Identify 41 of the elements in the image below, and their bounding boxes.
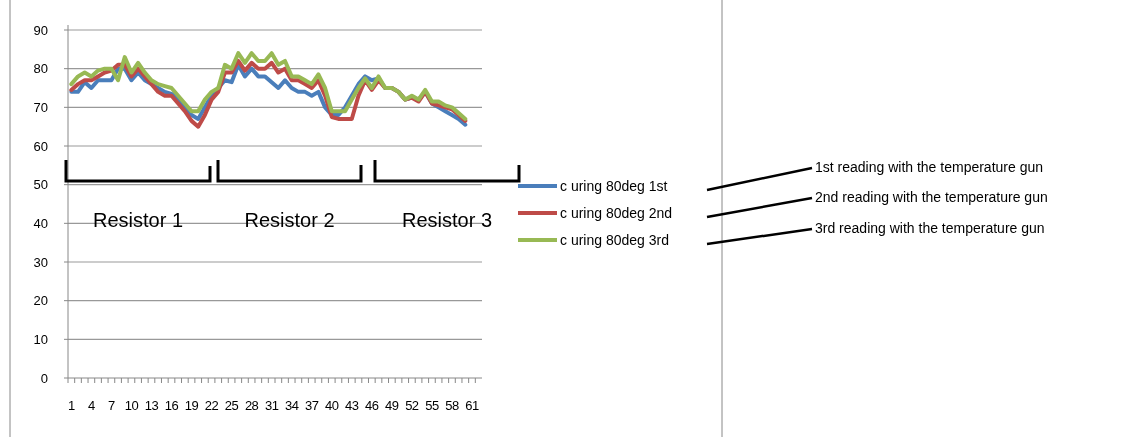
y-tick-label: 90 [33,22,48,38]
x-tick-label: 34 [284,398,299,413]
x-tick-label: 49 [385,398,399,413]
y-tick-label: 20 [33,293,48,309]
x-tick-label: 7 [108,398,116,413]
x-tick-label: 1 [67,398,75,413]
x-tick-label: 4 [88,398,95,413]
x-tick-label: 31 [264,398,279,413]
x-tick-label: 40 [325,398,339,413]
x-tick-label: 13 [144,398,159,413]
legend-label: c uring 80deg 2nd [560,204,673,221]
x-tick-label: 58 [445,398,459,413]
x-tick-label: 25 [224,398,239,413]
x-tick-label: 19 [184,398,199,413]
x-tick-label: 43 [345,398,359,413]
line-series [69,51,468,121]
annotation: Resistor 2 [244,209,335,231]
x-tick-label: 46 [365,398,379,413]
y-tick-label: 30 [33,254,48,270]
text: 3rd reading with the temperature gun [815,220,1045,236]
y-tick-label: 60 [33,138,48,154]
annotation: Resistor 3 [401,209,493,231]
x-tick-label: 10 [124,398,139,413]
x-tick-label: 22 [204,398,219,413]
y-tick-label: 0 [40,370,48,386]
annotation: Resistor 1 [92,209,184,231]
y-tick-label: 40 [33,215,48,231]
x-tick-label: 61 [465,398,479,413]
x-tick-label: 37 [304,398,319,413]
legend-label: c uring 80deg 3rd [560,231,669,248]
x-tick-label: 28 [244,398,259,413]
text: 2nd reading with the temperature gun [815,189,1048,205]
y-tick-label: 70 [33,99,48,115]
y-tick-label: 50 [33,177,48,193]
y-tick-label: 80 [33,61,48,77]
x-tick-label: 16 [164,398,179,413]
x-tick-label: 55 [425,398,439,413]
legend-label: c uring 80deg 1st [560,177,668,194]
x-tick-label: 52 [405,398,419,413]
text: 1st reading with the temperature gun [815,159,1044,175]
y-tick-label: 10 [33,331,48,347]
